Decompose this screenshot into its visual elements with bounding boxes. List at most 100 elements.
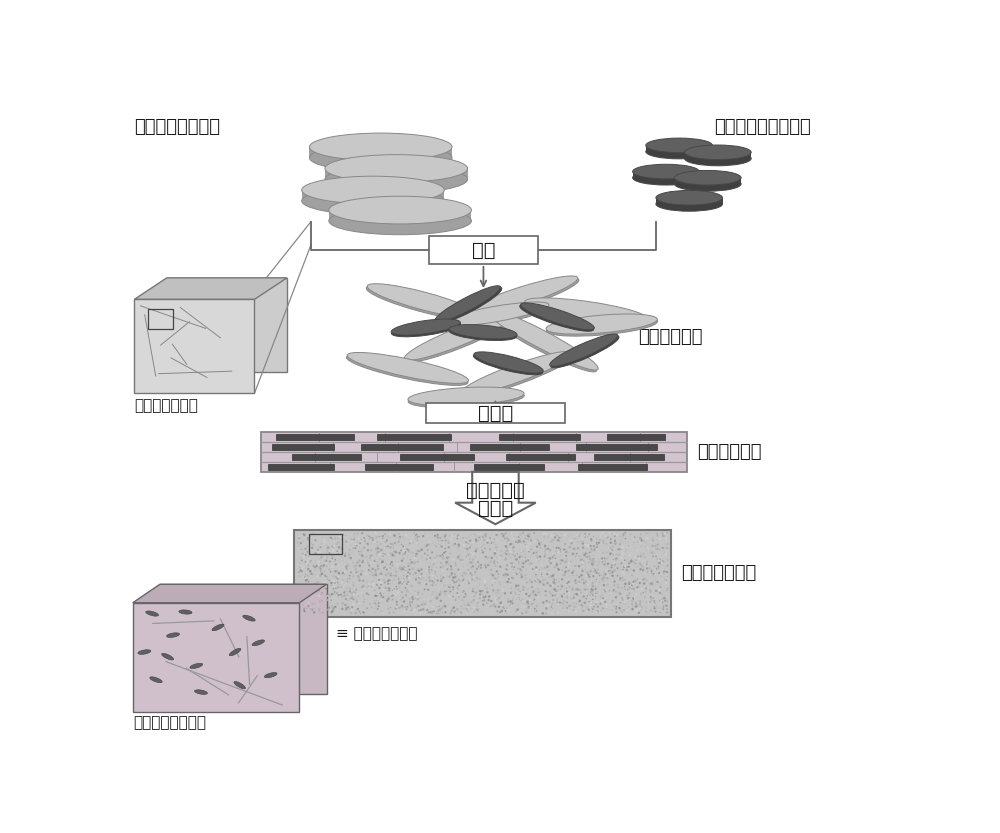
Point <box>501 533 517 546</box>
Point <box>401 545 417 558</box>
Point <box>507 562 523 576</box>
Point <box>375 550 391 563</box>
Point <box>371 573 387 586</box>
Point <box>378 568 394 581</box>
Point <box>468 545 484 558</box>
Point <box>600 571 616 585</box>
Point <box>386 528 402 541</box>
Point <box>544 566 560 579</box>
Point <box>349 559 365 572</box>
Point <box>400 560 416 573</box>
Point <box>526 604 542 617</box>
Point <box>362 597 378 611</box>
Point <box>545 533 561 546</box>
Point <box>582 599 598 612</box>
Point <box>513 556 529 569</box>
Point <box>603 556 619 570</box>
Point <box>513 594 529 607</box>
Point <box>407 556 423 569</box>
Point <box>550 606 566 619</box>
Point <box>571 549 587 562</box>
Point <box>580 538 596 551</box>
Point <box>624 579 640 592</box>
Point <box>399 550 415 563</box>
Point <box>365 588 381 601</box>
Point <box>649 591 665 605</box>
Point <box>403 553 419 566</box>
Point <box>613 572 629 586</box>
Point <box>511 591 527 605</box>
Point <box>396 561 412 574</box>
Point <box>604 534 620 547</box>
Point <box>515 581 531 594</box>
Point <box>605 548 621 561</box>
Point <box>570 588 586 601</box>
Point <box>443 533 459 546</box>
Point <box>642 583 658 596</box>
Point <box>335 566 351 580</box>
Point <box>394 592 410 606</box>
Point <box>444 566 460 580</box>
Point <box>443 567 459 581</box>
Point <box>615 593 631 606</box>
Point <box>469 571 485 584</box>
Point <box>443 569 459 582</box>
Point <box>660 582 676 596</box>
Point <box>347 539 363 552</box>
Point <box>559 601 575 615</box>
Point <box>594 589 610 602</box>
Point <box>563 533 579 546</box>
Point <box>653 601 669 615</box>
Point <box>536 531 552 545</box>
Point <box>337 565 353 578</box>
Point <box>436 586 452 599</box>
Ellipse shape <box>685 151 751 166</box>
Point <box>483 563 499 576</box>
Point <box>613 556 629 570</box>
Point <box>380 590 396 603</box>
Point <box>579 551 595 564</box>
Point <box>514 544 530 557</box>
Point <box>450 589 466 602</box>
Point <box>573 538 589 551</box>
Point <box>456 569 472 582</box>
Point <box>632 595 648 608</box>
Point <box>573 602 589 616</box>
Point <box>437 593 453 606</box>
Point <box>490 586 506 599</box>
Point <box>503 576 519 590</box>
Point <box>613 551 629 564</box>
Point <box>609 551 625 565</box>
Point <box>295 582 311 596</box>
Point <box>613 541 629 555</box>
Point <box>609 592 625 606</box>
Point <box>409 547 425 561</box>
Point <box>417 583 433 596</box>
Ellipse shape <box>550 334 618 367</box>
Point <box>369 574 385 587</box>
Point <box>576 582 592 596</box>
Point <box>552 556 568 570</box>
Point <box>621 577 637 591</box>
Point <box>508 605 524 618</box>
Point <box>401 545 417 558</box>
Point <box>295 598 311 611</box>
Point <box>515 544 531 557</box>
Point <box>656 600 672 613</box>
Point <box>603 603 619 616</box>
Ellipse shape <box>551 336 619 368</box>
Point <box>418 540 434 553</box>
Point <box>362 560 378 573</box>
Point <box>584 605 600 618</box>
Point <box>378 535 394 548</box>
Point <box>324 574 340 587</box>
Point <box>391 576 407 590</box>
Point <box>505 596 521 610</box>
Ellipse shape <box>633 164 699 179</box>
Point <box>437 555 453 568</box>
Point <box>644 578 660 591</box>
Point <box>374 587 390 601</box>
Point <box>637 567 653 581</box>
Point <box>355 598 371 611</box>
Point <box>546 576 562 589</box>
